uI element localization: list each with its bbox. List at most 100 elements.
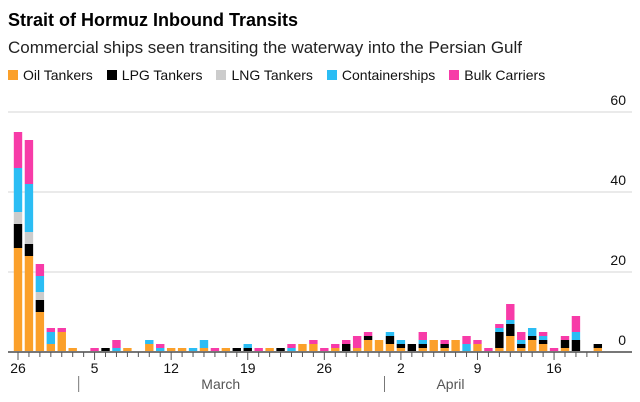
bar-segment-bulk-carriers xyxy=(517,332,526,340)
bar-segment-bulk-carriers xyxy=(254,348,263,352)
bar-segment-oil-tankers xyxy=(385,344,395,352)
legend-item-oil-tankers: Oil Tankers xyxy=(8,67,93,83)
y-tick-label: 60 xyxy=(610,92,626,108)
bar-segment-bulk-carriers xyxy=(156,344,165,348)
bar-segment-bulk-carriers xyxy=(363,332,373,336)
bar-segment-bulk-carriers xyxy=(538,332,548,336)
bar-segment-oil-tankers xyxy=(123,348,132,352)
bar-segment-lpg-tankers xyxy=(276,348,285,352)
bar-segment-containerships xyxy=(243,344,252,348)
bar-segment-oil-tankers xyxy=(418,348,427,352)
bar-segment-lpg-tankers xyxy=(538,340,548,344)
x-tick-label: 26 xyxy=(10,360,26,376)
bar-segment-containerships xyxy=(156,348,165,352)
bar-segment-lpg-tankers xyxy=(24,244,34,256)
bar-segment-oil-tankers xyxy=(298,344,307,352)
bar-segment-lpg-tankers xyxy=(101,348,110,352)
bar-segment-bulk-carriers xyxy=(342,340,351,344)
bar-segment-lpg-tankers xyxy=(243,348,252,352)
bar-segment-bulk-carriers xyxy=(13,132,23,168)
bar-segment-containerships xyxy=(287,348,296,352)
legend: Oil Tankers LPG Tankers LNG Tankers Cont… xyxy=(8,67,545,83)
x-tick-label: 2 xyxy=(397,360,405,376)
legend-label: LNG Tankers xyxy=(231,67,313,83)
bar-segment-oil-tankers xyxy=(374,340,384,352)
bar-segment-oil-tankers xyxy=(473,344,482,352)
bar-segment-bulk-carriers xyxy=(506,304,515,320)
bar-segment-containerships xyxy=(199,340,209,348)
bar-segment-bulk-carriers xyxy=(560,336,570,340)
y-tick-label: 20 xyxy=(610,252,626,268)
bar-segment-bulk-carriers xyxy=(352,336,362,348)
bar-segment-lpg-tankers xyxy=(35,300,45,312)
bar-segment-oil-tankers xyxy=(177,348,187,352)
bar-segment-lpg-tankers xyxy=(342,344,351,352)
bar-segment-oil-tankers xyxy=(46,344,56,352)
bar-segment-oil-tankers xyxy=(517,348,526,352)
bar-segment-oil-tankers xyxy=(68,348,77,352)
bar-segment-bulk-carriers xyxy=(484,348,493,352)
bar-segment-oil-tankers xyxy=(538,344,548,352)
bar-segment-oil-tankers xyxy=(331,348,340,352)
bar-segment-bulk-carriers xyxy=(90,348,99,352)
bar-segment-oil-tankers xyxy=(145,344,154,352)
bar-segment-lpg-tankers xyxy=(593,344,603,348)
bar-segment-bulk-carriers xyxy=(473,340,482,344)
bar-segment-containerships xyxy=(46,332,56,344)
x-tick-label: 16 xyxy=(546,360,562,376)
bar-segment-oil-tankers xyxy=(440,348,449,352)
bar-segment-bulk-carriers xyxy=(418,332,427,340)
legend-swatch xyxy=(216,70,227,80)
legend-label: LPG Tankers xyxy=(121,67,203,83)
legend-swatch xyxy=(106,70,117,80)
bar-segment-lpg-tankers xyxy=(385,336,395,344)
legend-swatch xyxy=(449,70,460,80)
bar-segment-oil-tankers xyxy=(495,348,504,352)
bar-segment-bulk-carriers xyxy=(462,336,471,344)
bar-segment-containerships xyxy=(538,336,548,340)
bar-segment-containerships xyxy=(418,340,427,344)
bar-segment-lpg-tankers xyxy=(527,336,537,340)
bar-segment-oil-tankers xyxy=(352,348,362,352)
bar-segment-bulk-carriers xyxy=(320,348,329,352)
bar-segment-containerships xyxy=(13,168,23,212)
bar-segment-oil-tankers xyxy=(309,344,318,352)
bar-segment-lpg-tankers xyxy=(517,344,526,348)
bar-segment-containerships xyxy=(35,276,45,292)
legend-item-lpg-tankers: LPG Tankers xyxy=(106,67,203,83)
bar-segment-lpg-tankers xyxy=(363,336,373,340)
y-tick-label: 0 xyxy=(618,332,626,348)
y-tick-label: 40 xyxy=(610,172,626,188)
bar-segment-bulk-carriers xyxy=(309,340,318,344)
bar-segment-containerships xyxy=(506,320,515,324)
legend-swatch xyxy=(326,70,337,80)
bar-segment-bulk-carriers xyxy=(35,264,45,276)
chart-subtitle: Commercial ships seen transiting the wat… xyxy=(8,38,523,57)
x-tick-label: 26 xyxy=(317,360,333,376)
bar-segment-bulk-carriers xyxy=(440,340,449,344)
bar-segment-oil-tankers xyxy=(166,348,176,352)
legend-label: Containerships xyxy=(341,67,436,83)
bar-segment-bulk-carriers xyxy=(112,340,121,348)
bar-segment-oil-tankers xyxy=(221,348,231,352)
bar-segment-bulk-carriers xyxy=(210,348,220,352)
bar-segment-containerships xyxy=(571,332,581,340)
bar-segment-oil-tankers xyxy=(506,336,515,352)
month-label: April xyxy=(436,376,464,392)
legend-label: Bulk Carriers xyxy=(464,67,546,83)
bar-segment-oil-tankers xyxy=(363,340,373,352)
x-tick-label: 5 xyxy=(91,360,99,376)
legend-item-lng-tankers: LNG Tankers xyxy=(216,67,313,83)
chart-title: Strait of Hormuz Inbound Transits xyxy=(8,10,299,30)
bar-segment-bulk-carriers xyxy=(287,344,296,348)
bar-segment-lng-tankers xyxy=(35,292,45,300)
legend-label: Oil Tankers xyxy=(23,67,93,83)
bar-segment-bulk-carriers xyxy=(571,316,581,332)
bar-segment-oil-tankers xyxy=(13,248,23,352)
bar-segment-containerships xyxy=(495,328,504,332)
legend-item-bulk-carriers: Bulk Carriers xyxy=(449,67,545,83)
bar-segment-lpg-tankers xyxy=(418,344,427,348)
x-tick-label: 19 xyxy=(240,360,256,376)
bar-segment-containerships xyxy=(112,348,121,352)
